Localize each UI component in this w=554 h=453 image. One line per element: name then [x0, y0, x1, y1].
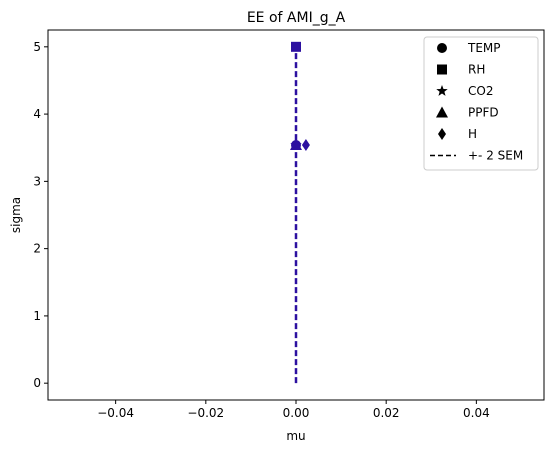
- legend-label: PPFD: [468, 106, 499, 120]
- x-tick-label: −0.04: [97, 406, 134, 420]
- legend-marker: [436, 85, 448, 96]
- x-tick-label: 0.02: [373, 406, 400, 420]
- y-tick-label: 4: [33, 107, 41, 121]
- y-axis-label: sigma: [9, 197, 23, 233]
- point-ppfd: [290, 139, 302, 151]
- legend-label: RH: [468, 63, 485, 77]
- x-axis-label: mu: [286, 429, 305, 443]
- y-tick-label: 3: [33, 174, 41, 188]
- legend-label: H: [468, 127, 477, 141]
- legend-marker: [437, 43, 447, 53]
- legend-label: +- 2 SEM: [468, 149, 523, 163]
- x-tick-label: 0.00: [283, 406, 310, 420]
- legend-marker: [438, 128, 446, 140]
- legend: TEMP RH CO2 PPFD H +- 2 SEM: [423, 36, 539, 171]
- y-tick-label: 0: [33, 376, 41, 390]
- point-h: [301, 139, 310, 152]
- plot-layer: −0.04 −0.02 0.00 0.02 0.04 0 1 2 3 4 5: [33, 29, 545, 420]
- legend-label: CO2: [468, 84, 493, 98]
- y-tick-label: 5: [33, 40, 41, 54]
- legend-marker: [437, 64, 447, 75]
- y-tick-label: 1: [33, 309, 41, 323]
- x-tick-label: −0.02: [187, 406, 224, 420]
- y-tick-label: 2: [33, 242, 41, 256]
- point-rh: [291, 41, 301, 52]
- chart-title: EE of AMI_g_A: [247, 10, 346, 26]
- x-tick-label: 0.04: [463, 406, 490, 420]
- legend-marker: [436, 106, 448, 118]
- legend-box: [423, 36, 539, 171]
- legend-label: TEMP: [467, 41, 501, 55]
